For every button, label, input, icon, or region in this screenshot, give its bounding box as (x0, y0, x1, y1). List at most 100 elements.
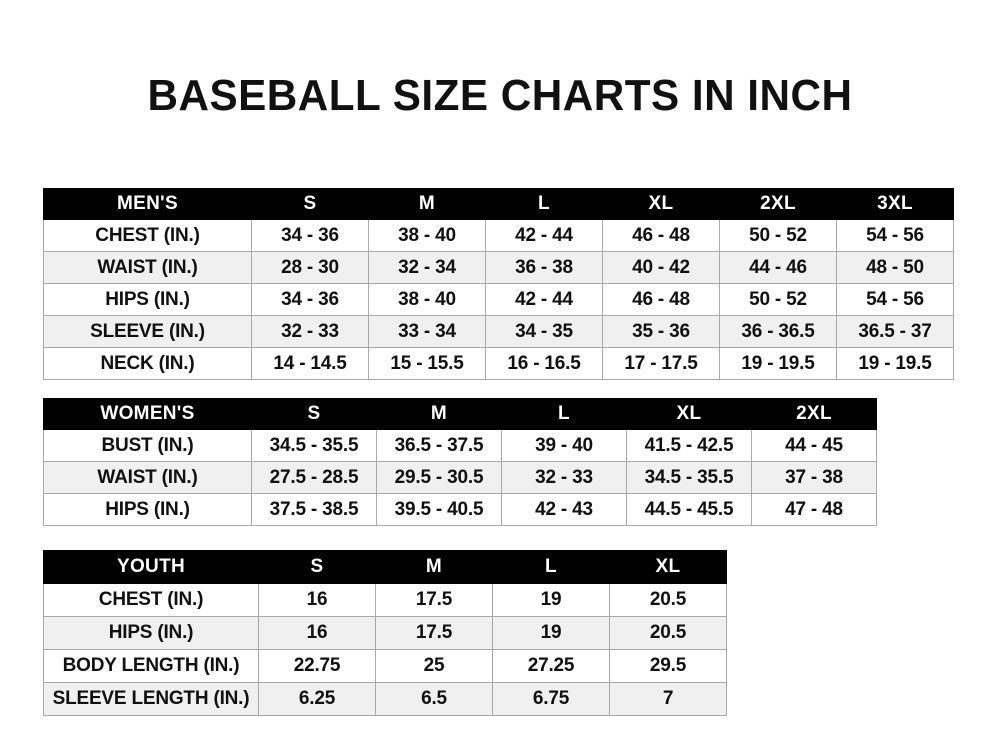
cell: 17.5 (375, 583, 493, 617)
cell: 20.5 (609, 616, 727, 650)
mens-table-body: CHEST (IN.) 34 - 36 38 - 40 42 - 44 46 -… (43, 219, 954, 380)
womens-table-head: WOMEN'S S M L XL 2XL (43, 398, 877, 430)
cell: 19 (492, 583, 610, 617)
cell: 46 - 48 (602, 219, 720, 252)
cell: 39.5 - 40.5 (376, 493, 502, 526)
cell: 42 - 44 (485, 219, 603, 252)
cell: 50 - 52 (719, 219, 837, 252)
youth-size-header-xl: XL (609, 550, 727, 584)
womens-size-header-l: L (501, 398, 627, 430)
cell: 47 - 48 (751, 493, 877, 526)
cell: 7 (609, 682, 727, 716)
womens-size-header-s: S (251, 398, 377, 430)
mens-size-header-m: M (368, 188, 486, 220)
cell: 37.5 - 38.5 (251, 493, 377, 526)
mens-size-chart: MEN'S S M L XL 2XL 3XL CHEST (IN.) 34 - … (43, 188, 954, 380)
cell: 32 - 33 (251, 315, 369, 348)
cell: 54 - 56 (836, 283, 954, 316)
row-label: WAIST (IN.) (43, 251, 252, 284)
cell: 14 - 14.5 (251, 347, 369, 380)
cell: 28 - 30 (251, 251, 369, 284)
cell: 36 - 38 (485, 251, 603, 284)
cell: 19 - 19.5 (836, 347, 954, 380)
cell: 6.75 (492, 682, 610, 716)
womens-table-body: BUST (IN.) 34.5 - 35.5 36.5 - 37.5 39 - … (43, 429, 877, 526)
cell: 50 - 52 (719, 283, 837, 316)
cell: 42 - 44 (485, 283, 603, 316)
cell: 27.25 (492, 649, 610, 683)
mens-size-header-xl: XL (602, 188, 720, 220)
womens-size-header-m: M (376, 398, 502, 430)
youth-size-header-l: L (492, 550, 610, 584)
table-row: SLEEVE LENGTH (IN.) 6.25 6.5 6.75 7 (43, 682, 727, 716)
table-row: NECK (IN.) 14 - 14.5 15 - 15.5 16 - 16.5… (43, 347, 954, 380)
cell: 6.5 (375, 682, 493, 716)
youth-header-row: YOUTH S M L XL (43, 550, 727, 584)
row-label: WAIST (IN.) (43, 461, 252, 494)
cell: 41.5 - 42.5 (626, 429, 752, 462)
cell: 44.5 - 45.5 (626, 493, 752, 526)
cell: 39 - 40 (501, 429, 627, 462)
cell: 16 (258, 616, 376, 650)
table-row: HIPS (IN.) 37.5 - 38.5 39.5 - 40.5 42 - … (43, 493, 877, 526)
cell: 48 - 50 (836, 251, 954, 284)
womens-label-header: WOMEN'S (43, 398, 252, 430)
cell: 16 - 16.5 (485, 347, 603, 380)
row-label: BUST (IN.) (43, 429, 252, 462)
cell: 42 - 43 (501, 493, 627, 526)
cell: 27.5 - 28.5 (251, 461, 377, 494)
cell: 40 - 42 (602, 251, 720, 284)
womens-size-chart: WOMEN'S S M L XL 2XL BUST (IN.) 34.5 - 3… (43, 398, 877, 526)
womens-header-row: WOMEN'S S M L XL 2XL (43, 398, 877, 430)
cell: 34 - 36 (251, 219, 369, 252)
row-label: CHEST (IN.) (43, 219, 252, 252)
table-row: CHEST (IN.) 16 17.5 19 20.5 (43, 583, 727, 617)
cell: 34 - 36 (251, 283, 369, 316)
table-row: BODY LENGTH (IN.) 22.75 25 27.25 29.5 (43, 649, 727, 683)
row-label: BODY LENGTH (IN.) (43, 649, 259, 683)
youth-size-chart: YOUTH S M L XL CHEST (IN.) 16 17.5 19 20… (43, 550, 727, 716)
cell: 37 - 38 (751, 461, 877, 494)
row-label: SLEEVE LENGTH (IN.) (43, 682, 259, 716)
cell: 16 (258, 583, 376, 617)
table-row: HIPS (IN.) 34 - 36 38 - 40 42 - 44 46 - … (43, 283, 954, 316)
cell: 33 - 34 (368, 315, 486, 348)
cell: 15 - 15.5 (368, 347, 486, 380)
womens-size-header-xl: XL (626, 398, 752, 430)
row-label: HIPS (IN.) (43, 493, 252, 526)
page-title: BASEBALL SIZE CHARTS IN INCH (147, 71, 853, 120)
cell: 54 - 56 (836, 219, 954, 252)
row-label: CHEST (IN.) (43, 583, 259, 617)
womens-size-table: WOMEN'S S M L XL 2XL BUST (IN.) 34.5 - 3… (43, 398, 877, 526)
table-row: SLEEVE (IN.) 32 - 33 33 - 34 34 - 35 35 … (43, 315, 954, 348)
cell: 36.5 - 37.5 (376, 429, 502, 462)
row-label: NECK (IN.) (43, 347, 252, 380)
cell: 34 - 35 (485, 315, 603, 348)
youth-table-body: CHEST (IN.) 16 17.5 19 20.5 HIPS (IN.) 1… (43, 583, 727, 716)
table-row: WAIST (IN.) 28 - 30 32 - 34 36 - 38 40 -… (43, 251, 954, 284)
mens-size-table: MEN'S S M L XL 2XL 3XL CHEST (IN.) 34 - … (43, 188, 954, 380)
youth-label-header: YOUTH (43, 550, 259, 584)
row-label: HIPS (IN.) (43, 283, 252, 316)
mens-size-header-3xl: 3XL (836, 188, 954, 220)
mens-label-header: MEN'S (43, 188, 252, 220)
mens-size-header-l: L (485, 188, 603, 220)
mens-size-header-2xl: 2XL (719, 188, 837, 220)
mens-table-head: MEN'S S M L XL 2XL 3XL (43, 188, 954, 220)
cell: 35 - 36 (602, 315, 720, 348)
youth-size-header-m: M (375, 550, 493, 584)
cell: 38 - 40 (368, 283, 486, 316)
cell: 32 - 34 (368, 251, 486, 284)
womens-size-header-2xl: 2XL (751, 398, 877, 430)
youth-table-head: YOUTH S M L XL (43, 550, 727, 584)
cell: 36 - 36.5 (719, 315, 837, 348)
mens-size-header-s: S (251, 188, 369, 220)
table-row: CHEST (IN.) 34 - 36 38 - 40 42 - 44 46 -… (43, 219, 954, 252)
cell: 44 - 46 (719, 251, 837, 284)
table-row: HIPS (IN.) 16 17.5 19 20.5 (43, 616, 727, 650)
cell: 25 (375, 649, 493, 683)
cell: 34.5 - 35.5 (626, 461, 752, 494)
cell: 44 - 45 (751, 429, 877, 462)
cell: 19 - 19.5 (719, 347, 837, 380)
cell: 22.75 (258, 649, 376, 683)
